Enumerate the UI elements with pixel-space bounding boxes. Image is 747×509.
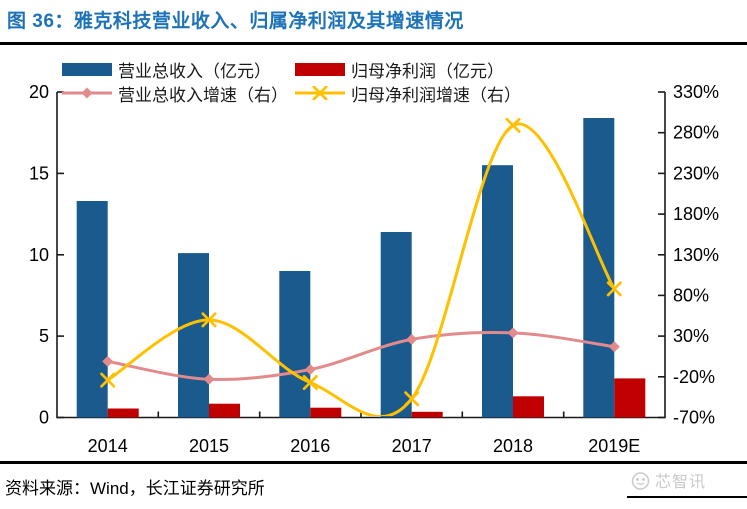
x-axis-label: 2018 bbox=[493, 436, 533, 456]
watermark-text: 芯智讯 bbox=[655, 474, 707, 491]
x-marker bbox=[201, 312, 217, 328]
y2-axis-label: 80% bbox=[673, 285, 709, 305]
footer-divider bbox=[0, 461, 747, 464]
diamond-marker bbox=[81, 87, 93, 99]
chart-legend: 营业总收入（亿元） 归母净利润（亿元） 营业总收入增速（右） 归母净利润增速（右… bbox=[62, 57, 521, 105]
y-axis-left: 0 5 10 15 20 bbox=[29, 82, 64, 428]
bar-profit-2017 bbox=[411, 411, 443, 418]
y-axis-right: -70% -20% 30% 80% 130% 180% 230% 280% 330% bbox=[658, 82, 719, 428]
legend-label-revenue-growth: 营业总收入增速（右） bbox=[118, 85, 288, 105]
y2-axis-label: -20% bbox=[673, 367, 715, 387]
source-note: 资料来源：Wind，长江证券研究所 bbox=[5, 479, 265, 498]
diamond-marker bbox=[507, 327, 519, 339]
bar-revenue-2019E bbox=[583, 118, 615, 418]
profit_growth-markers bbox=[100, 117, 622, 407]
diamond-marker bbox=[102, 355, 114, 367]
y2-axis-label: 180% bbox=[673, 204, 719, 224]
bar-profit-2016 bbox=[310, 407, 342, 418]
revenue-bar-swatch bbox=[62, 62, 112, 76]
revenue_growth-markers bbox=[102, 327, 620, 385]
x-marker bbox=[404, 391, 420, 407]
x-axis-label: 2017 bbox=[392, 436, 432, 456]
bar-revenue-2015 bbox=[178, 253, 209, 418]
x-marker bbox=[312, 85, 328, 101]
x-marker bbox=[100, 372, 116, 388]
diamond-marker bbox=[608, 341, 620, 353]
y-axis-label: 20 bbox=[29, 82, 49, 102]
bar-revenue-2017 bbox=[380, 232, 412, 418]
x-marker bbox=[302, 374, 318, 391]
legend-item-profit-growth: 归母净利润增速（右） bbox=[295, 81, 521, 106]
legend-label-profit: 归母净利润（亿元） bbox=[351, 61, 504, 81]
revenue-growth-line-swatch bbox=[62, 86, 112, 100]
profit-bars bbox=[107, 378, 646, 418]
x-marker bbox=[606, 281, 622, 297]
bar-profit-2019E bbox=[614, 378, 646, 418]
x-axis-label: 2019E bbox=[588, 436, 640, 456]
title-divider bbox=[0, 42, 747, 45]
bar-profit-2018 bbox=[513, 396, 544, 418]
diamond-marker bbox=[304, 364, 316, 375]
x-marker bbox=[505, 117, 521, 133]
profit-growth-line-swatch bbox=[295, 85, 345, 101]
y-axis-label: 5 bbox=[39, 326, 49, 346]
bottom-right-rule bbox=[627, 496, 747, 498]
profit-bar-swatch bbox=[295, 62, 345, 76]
y2-axis-label: 30% bbox=[673, 326, 709, 346]
legend-label-revenue: 营业总收入（亿元） bbox=[118, 61, 271, 81]
legend-item-revenue-growth: 营业总收入增速（右） bbox=[62, 81, 295, 106]
x-axis-label: 2015 bbox=[189, 436, 229, 456]
legend-row-2: 营业总收入增速（右） 归母净利润增速（右） bbox=[62, 81, 521, 105]
watermark-logo-icon bbox=[631, 471, 650, 490]
y2-axis-label: 230% bbox=[673, 163, 719, 183]
legend-row-1: 营业总收入（亿元） 归母净利润（亿元） bbox=[62, 57, 521, 81]
diamond-marker bbox=[203, 373, 215, 385]
revenue_growth-curve bbox=[106, 330, 616, 382]
y-axis-label: 0 bbox=[39, 408, 49, 428]
revenue-bars bbox=[76, 118, 615, 418]
x-axis-label: 2014 bbox=[88, 436, 128, 456]
x-axis: 2014 2015 2016 2017 2018 2019E bbox=[88, 411, 640, 456]
legend-label-profit-growth: 归母净利润增速（右） bbox=[351, 85, 521, 105]
y2-axis-label: -70% bbox=[673, 408, 715, 428]
y-axis-label: 15 bbox=[29, 163, 49, 183]
bar-revenue-2018 bbox=[482, 165, 513, 418]
watermark: 芯智讯 bbox=[630, 468, 706, 492]
revenue_growth-line bbox=[106, 330, 616, 382]
figure-title: 图 36：雅克科技营业收入、归属净利润及其增速情况 bbox=[7, 11, 464, 32]
y2-axis-label: 280% bbox=[673, 123, 719, 143]
y2-axis-label: 330% bbox=[673, 82, 719, 102]
legend-item-revenue: 营业总收入（亿元） bbox=[62, 57, 295, 82]
bar-profit-2014 bbox=[107, 408, 139, 418]
y-axis-label: 10 bbox=[29, 245, 49, 265]
diamond-marker bbox=[406, 333, 418, 345]
x-axis-label: 2016 bbox=[290, 436, 330, 456]
legend-item-profit: 归母净利润（亿元） bbox=[295, 57, 504, 82]
y2-axis-label: 130% bbox=[673, 245, 719, 265]
bar-revenue-2014 bbox=[76, 201, 108, 418]
bar-profit-2015 bbox=[209, 403, 240, 418]
bar-revenue-2016 bbox=[279, 271, 311, 418]
